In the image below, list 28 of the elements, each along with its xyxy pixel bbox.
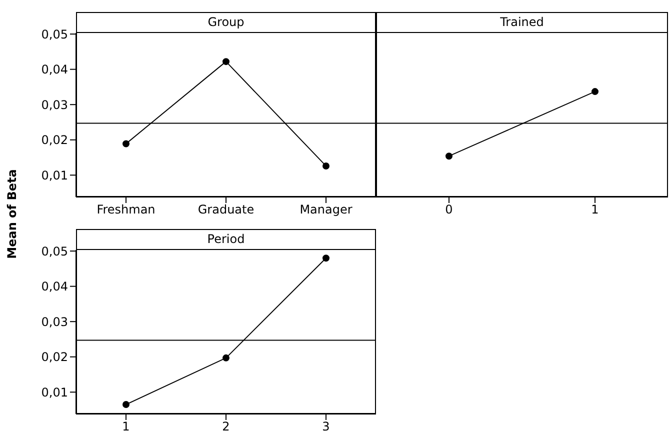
y-tick-label: 0,04: [41, 62, 68, 77]
x-tick-label: 3: [322, 420, 330, 432]
x-tick-label: Freshman: [96, 202, 156, 217]
point: [322, 162, 330, 170]
point: [322, 254, 330, 262]
chart-title: Period: [76, 229, 376, 250]
y-tick-label: 0,01: [41, 385, 68, 400]
y-tick-label: 0,03: [41, 98, 68, 112]
x-tick-label: 0: [445, 202, 453, 217]
x-tick-label: 1: [122, 420, 130, 432]
point: [122, 140, 130, 148]
y-axis-title: Mean of Beta: [5, 168, 19, 261]
y-tick-label: 0,03: [41, 314, 68, 329]
x-tick-label: 1: [591, 202, 599, 217]
y-tick-label: 0,02: [41, 350, 68, 364]
chart-title: Trained: [376, 12, 668, 33]
y-tick-label: 0,05: [41, 244, 68, 258]
y-tick-label: 0,01: [41, 168, 68, 182]
y-tick-label: 0,05: [41, 27, 68, 42]
y-tick-label: 0,04: [41, 280, 68, 294]
x-tick-label: Manager: [300, 202, 352, 217]
x-tick-label: 2: [222, 420, 230, 432]
x-tick-label: Graduate: [198, 202, 254, 217]
point: [222, 354, 230, 362]
point: [222, 58, 230, 66]
chart-title: Group: [76, 12, 376, 33]
point: [122, 400, 130, 408]
y-tick-label: 0,02: [41, 133, 68, 148]
